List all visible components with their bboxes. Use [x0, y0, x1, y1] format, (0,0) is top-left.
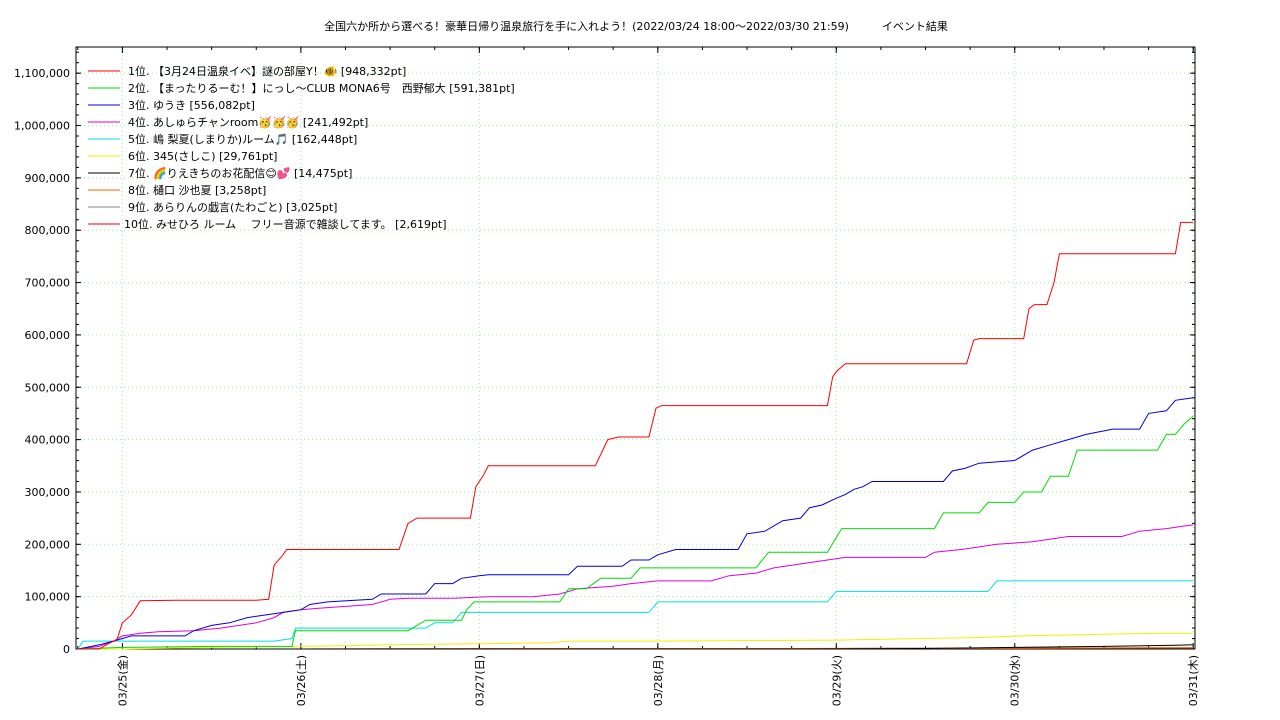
y-tick-label: 800,000: [25, 224, 71, 237]
x-tick-label: 03/25(金): [115, 655, 129, 706]
y-axis: 0 100,000 200,000 300,000 400,000 500,000 600,…: [14, 67, 1195, 656]
series-line-1: [77, 221, 1194, 650]
x-tick-label: 03/31(木): [1187, 655, 1200, 706]
y-tick-label: 400,000: [25, 434, 71, 447]
y-tick-label: 0: [63, 643, 70, 656]
legend-entry: 8位. 樋口 沙也夏 [3,258pt]: [128, 183, 266, 197]
legend-entry: 10位. みせひろ ルーム フリー音源で雑談してます。 [2,619pt]: [124, 217, 447, 231]
legend-entry: 3位. ゆうき [556,082pt]: [128, 98, 255, 112]
chart-title: 全国六か所から選べる！豪華日帰り温泉旅行を手に入れよう！(2022/03/24 …: [324, 19, 948, 33]
legend-entry: 7位. 🌈りえきちのお花配信😊💕 [14,475pt]: [128, 166, 352, 180]
legend-entry: 5位. 嶋 梨夏(しまりか)ルーム🎵 [162,448pt]: [128, 132, 357, 146]
x-axis: 03/25(金) 03/26(土) 03/27(日) 03/28(月) 03/29(火)…: [115, 47, 1200, 706]
y-tick-label: 300,000: [25, 486, 71, 499]
series-line-7: [77, 644, 1194, 650]
y-tick-label: 600,000: [25, 329, 71, 342]
x-tick-label: 03/28(月): [652, 655, 665, 706]
series-line-4: [77, 524, 1194, 650]
y-tick-label: 1,000,000: [14, 120, 70, 133]
y-tick-label: 700,000: [25, 277, 71, 290]
legend-entry: 1位. 【3月24日温泉イベ】謎の部屋Y！🐠 [948,332pt]: [128, 64, 406, 78]
legend: 1位. 【3月24日温泉イベ】謎の部屋Y！🐠 [948,332pt] 2位. 【ま…: [88, 64, 515, 231]
y-tick-label: 900,000: [25, 172, 71, 185]
x-tick-label: 03/27(日): [473, 655, 486, 706]
legend-entry: 2位. 【まったりるーむ！】にっし〜CLUB MONA6号 西野郁大 [591,…: [128, 81, 515, 95]
grid: [76, 47, 1195, 649]
legend-entry: 4位. あしゅらチャンroom🥳🥳🥳 [241,492pt]: [128, 115, 368, 129]
x-tick-label: 03/26(土): [295, 655, 308, 706]
series-line-2: [77, 415, 1194, 650]
y-tick-label: 100,000: [25, 591, 71, 604]
legend-entry: 9位. あらりんの戯言(たわごと) [3,025pt]: [128, 200, 337, 214]
x-tick-label: 03/30(水): [1009, 655, 1022, 706]
y-tick-label: 1,100,000: [14, 67, 70, 80]
series-line-3: [77, 397, 1194, 650]
x-tick-label: 03/29(火): [830, 655, 843, 706]
series-lines: [77, 221, 1194, 650]
legend-entry: 6位. 345(さしこ) [29,761pt]: [128, 149, 277, 163]
series-line-5: [77, 580, 1194, 650]
y-tick-label: 500,000: [25, 381, 71, 394]
y-tick-label: 200,000: [25, 538, 71, 551]
